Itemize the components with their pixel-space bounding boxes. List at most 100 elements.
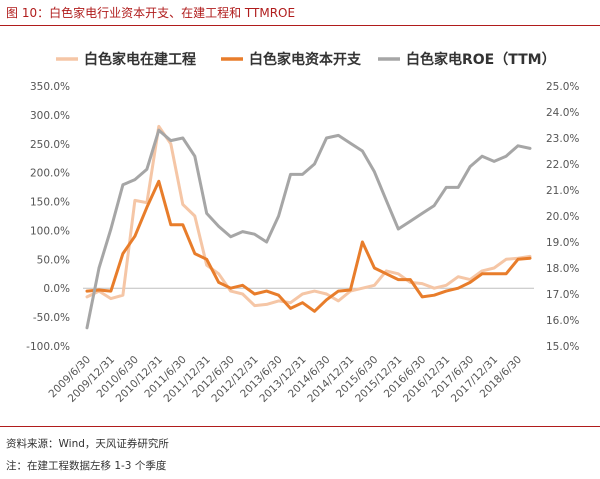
data-point-capex xyxy=(397,278,400,281)
data-point-construction xyxy=(337,299,340,303)
data-point-roe xyxy=(85,326,89,329)
data-point-construction xyxy=(265,303,268,306)
data-point-construction xyxy=(85,295,89,299)
series-line-construction xyxy=(85,124,532,308)
data-point-roe xyxy=(397,227,400,231)
footnote: 注：在建工程数据左移 1-3 个季度 xyxy=(6,460,167,472)
data-point-construction xyxy=(361,287,364,290)
data-point-construction xyxy=(457,275,460,278)
data-point-capex xyxy=(289,307,292,310)
data-point-construction xyxy=(241,292,244,296)
data-point-roe xyxy=(528,147,532,150)
data-point-capex xyxy=(516,258,520,261)
data-point-construction xyxy=(480,269,484,273)
data-point-roe xyxy=(229,235,232,238)
right-tick-label: 21.0% xyxy=(546,185,579,197)
right-tick-label: 18.0% xyxy=(546,263,579,275)
data-point-roe xyxy=(313,162,316,166)
data-point-construction xyxy=(385,269,388,273)
data-point-capex xyxy=(181,223,184,226)
data-point-capex xyxy=(421,295,424,299)
data-point-roe xyxy=(349,142,352,145)
data-point-roe xyxy=(265,240,268,244)
data-point-capex xyxy=(265,289,268,293)
data-point-capex xyxy=(217,281,220,284)
data-point-capex xyxy=(109,289,113,293)
data-point-roe xyxy=(169,139,172,142)
data-point-capex xyxy=(480,272,484,275)
data-point-roe xyxy=(373,170,376,173)
data-point-capex xyxy=(373,266,376,270)
data-point-construction xyxy=(433,287,436,290)
data-point-capex xyxy=(301,301,304,304)
data-point-capex xyxy=(325,298,328,301)
data-point-capex xyxy=(121,252,125,255)
data-point-construction xyxy=(109,297,113,300)
data-point-construction xyxy=(289,301,292,304)
data-point-capex xyxy=(492,272,496,275)
data-point-capex xyxy=(145,206,149,209)
data-point-capex xyxy=(528,257,532,260)
data-point-capex xyxy=(169,223,172,226)
source-note: 资料来源：Wind，天风证券研究所 xyxy=(6,438,169,450)
right-axis: 15.0% 16.0% 17.0% 18.0% 19.0% 20.0% 21.0% 22.0%… xyxy=(546,81,579,353)
data-point-roe xyxy=(480,155,484,158)
data-point-capex xyxy=(433,294,436,297)
data-point-capex xyxy=(85,289,89,293)
data-point-roe xyxy=(241,230,244,233)
series-line-roe xyxy=(85,128,532,330)
right-tick-label: 20.0% xyxy=(546,211,579,223)
data-point-construction xyxy=(229,289,232,293)
data-point-roe xyxy=(421,212,424,215)
data-point-roe xyxy=(504,155,508,158)
data-point-roe xyxy=(409,220,412,223)
right-tick-label: 23.0% xyxy=(546,133,579,145)
data-point-construction xyxy=(277,299,280,303)
data-point-capex xyxy=(97,288,101,292)
left-tick-label: 150.0% xyxy=(30,197,70,209)
left-axis: -100.0% -50.0% 0.0% 50.0% 100.0% 150.0% 200.0%… xyxy=(26,81,70,353)
data-point-construction xyxy=(373,284,376,287)
data-point-construction xyxy=(504,258,508,261)
data-point-capex xyxy=(337,289,340,293)
data-point-construction xyxy=(181,203,184,206)
right-tick-label: 24.0% xyxy=(546,107,579,119)
right-tick-label: 17.0% xyxy=(546,289,579,301)
data-point-capex xyxy=(468,281,472,284)
right-tick-label: 16.0% xyxy=(546,315,579,327)
left-tick-label: 200.0% xyxy=(30,168,70,180)
legend-label-construction: 白色家电在建工程 xyxy=(84,51,196,68)
data-point-capex xyxy=(133,235,137,238)
left-tick-label: 350.0% xyxy=(30,81,70,93)
right-tick-label: 15.0% xyxy=(546,341,579,353)
data-point-construction xyxy=(121,294,125,297)
series-line-capex xyxy=(85,179,532,313)
left-tick-label: 300.0% xyxy=(30,110,70,122)
data-point-roe xyxy=(457,186,460,189)
figure-title: 图 10：白色家电行业资本开支、在建工程和 TTMROE xyxy=(6,6,296,20)
data-point-capex xyxy=(457,287,460,290)
chart: 白色家电在建工程 白色家电资本开支 白色家电ROE（TTM） -100.0% -5… xyxy=(26,51,579,405)
data-point-roe xyxy=(97,266,101,270)
data-point-construction xyxy=(445,284,448,287)
data-point-capex xyxy=(241,284,244,287)
data-point-roe xyxy=(325,136,328,140)
title-rule xyxy=(0,25,600,26)
data-point-roe xyxy=(109,227,113,231)
left-tick-label: -100.0% xyxy=(26,341,70,353)
left-tick-label: 0.0% xyxy=(43,283,70,295)
left-tick-label: 250.0% xyxy=(30,139,70,151)
data-point-capex xyxy=(349,288,352,292)
left-tick-label: 100.0% xyxy=(30,225,70,237)
data-point-construction xyxy=(133,199,137,202)
data-point-construction xyxy=(193,214,196,218)
data-point-roe xyxy=(516,144,520,147)
data-point-roe xyxy=(361,149,364,153)
data-point-roe xyxy=(157,129,160,132)
data-point-roe xyxy=(253,233,256,236)
data-point-construction xyxy=(157,125,160,128)
legend-label-roe: 白色家电ROE（TTM） xyxy=(406,51,556,68)
data-point-roe xyxy=(121,183,125,186)
data-point-roe xyxy=(289,173,292,176)
data-point-roe xyxy=(337,134,340,137)
